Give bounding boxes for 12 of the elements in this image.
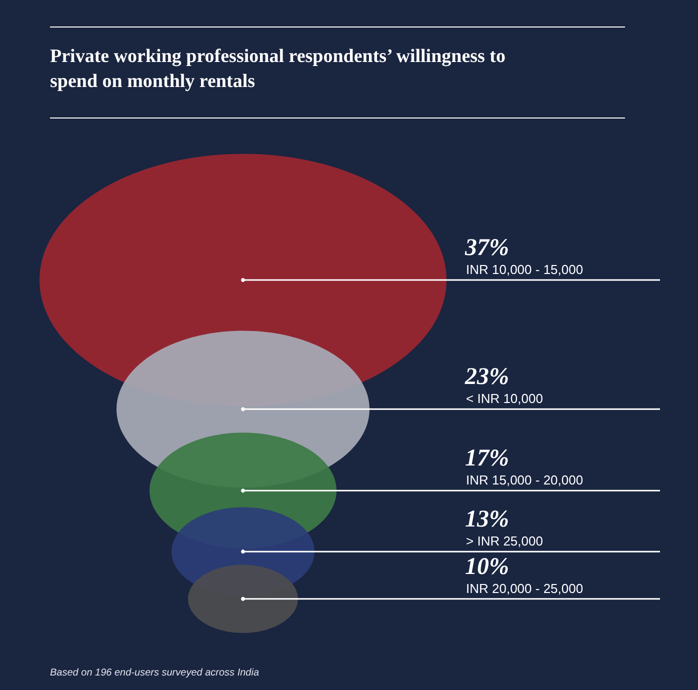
category-label: INR 20,000 - 25,000 bbox=[466, 580, 584, 596]
text: Based on 196 end-users surveyed across India bbox=[50, 668, 260, 678]
category-label: < INR 10,000 bbox=[466, 391, 543, 406]
text: Private working professional respondents’ willingness to spend on monthly rentals bbox=[50, 46, 510, 92]
data-label: 17% bbox=[465, 446, 509, 472]
category-label: INR 10,000 - 15,000 bbox=[466, 262, 584, 277]
data-label: 10% bbox=[465, 554, 509, 580]
data-label: 37% bbox=[464, 235, 509, 261]
data-label: 23% bbox=[464, 364, 509, 390]
data-label: 13% bbox=[465, 506, 509, 533]
category-label: INR 15,000 - 20,000 bbox=[466, 472, 584, 488]
category-label: > INR 25,000 bbox=[466, 534, 543, 549]
